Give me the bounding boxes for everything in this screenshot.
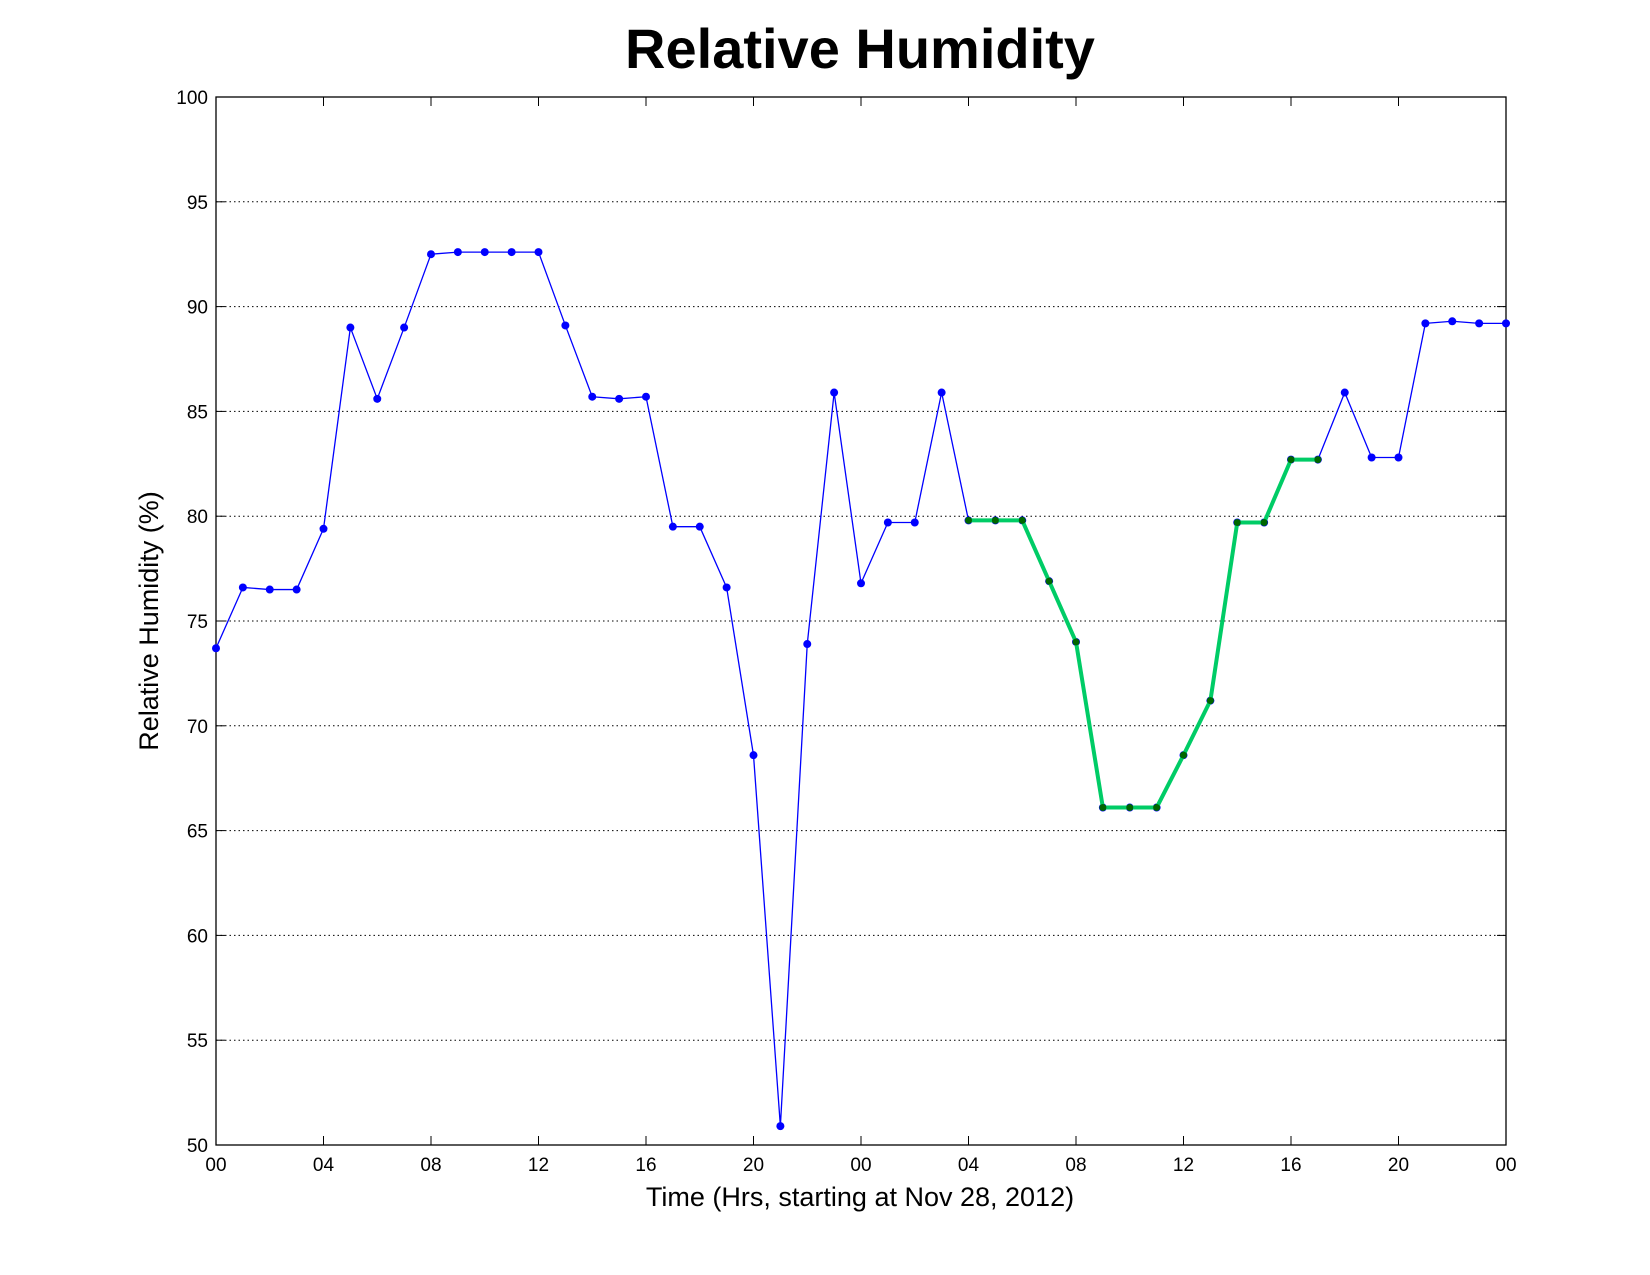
y-tick-label: 75 <box>187 612 208 633</box>
y-tick-label: 50 <box>187 1136 208 1157</box>
x-tick-label: 04 <box>958 1155 980 1176</box>
y-tick-label: 90 <box>187 298 208 319</box>
series-1-point <box>642 392 650 401</box>
series-1-point <box>1502 319 1510 328</box>
series-1-point <box>830 388 839 397</box>
series-1-line <box>215 251 1506 1127</box>
series-2-point <box>1099 804 1107 812</box>
series-1-point <box>1421 319 1430 328</box>
series-1-point <box>1448 317 1457 326</box>
series-1-point <box>615 394 624 403</box>
series-1-point <box>238 583 247 592</box>
y-tick-label: 60 <box>187 926 208 947</box>
series-2-point <box>1045 577 1053 585</box>
axis-ticks: 50 55 60 65 70 75 80 85 90 95 100 00 04 08 12 16 20 00 04 0… <box>176 88 1516 1176</box>
series-2-point <box>1233 518 1241 526</box>
series-1-point <box>1340 388 1349 397</box>
gridlines <box>216 201 1506 1041</box>
x-tick-label: 20 <box>743 1155 764 1176</box>
y-tick-label: 85 <box>187 402 208 423</box>
series-1-point <box>292 585 301 594</box>
series-1-point <box>803 640 812 649</box>
y-tick-label: 95 <box>187 193 208 214</box>
series-1-point <box>561 321 570 330</box>
x-tick-label: 00 <box>205 1155 226 1176</box>
series-1-point <box>1367 453 1376 462</box>
series-1-point <box>722 583 731 592</box>
x-tick-label: 00 <box>850 1155 871 1176</box>
y-tick-label: 100 <box>176 88 208 109</box>
series-2-line <box>968 457 1318 810</box>
series-1-point <box>668 522 677 531</box>
series-1-point <box>588 392 597 401</box>
series-2-point <box>1260 518 1268 526</box>
x-tick-label: 12 <box>1173 1155 1194 1176</box>
chart-title: Relative Humidity <box>625 17 1095 80</box>
series-1-point <box>695 522 704 531</box>
series-1-point <box>1394 453 1403 462</box>
series-2-point <box>1314 456 1322 464</box>
x-tick-label: 08 <box>420 1155 441 1176</box>
series-1-point <box>427 250 435 259</box>
series-1-point <box>319 524 328 533</box>
series-1-point <box>400 323 409 332</box>
data-series <box>212 248 1510 1131</box>
y-tick-label: 70 <box>187 717 208 738</box>
series-2-point <box>1126 804 1134 812</box>
x-tick-label: 04 <box>313 1155 335 1176</box>
x-tick-label: 16 <box>1280 1155 1301 1176</box>
x-axis-label: Time (Hrs, starting at Nov 28, 2012) <box>646 1182 1074 1212</box>
series-2-point <box>1153 804 1161 812</box>
series-2-point <box>1180 751 1187 759</box>
series-1-point <box>937 388 946 397</box>
series-2-point <box>965 516 972 524</box>
series-1-point <box>212 644 220 653</box>
x-tick-label: 20 <box>1388 1155 1409 1176</box>
x-tick-label: 16 <box>635 1155 656 1176</box>
y-tick-label: 55 <box>187 1031 208 1052</box>
series-1-point <box>776 1122 785 1131</box>
y-tick-label: 80 <box>187 507 208 528</box>
series-1-point <box>1475 319 1484 328</box>
x-tick-label: 00 <box>1495 1155 1516 1176</box>
series-2-point <box>1206 697 1214 705</box>
y-axis-label: Relative Humidity (%) <box>134 491 164 751</box>
series-1-point <box>507 248 516 257</box>
series-1-point <box>910 518 919 527</box>
series-1-point <box>346 323 355 332</box>
series-2-point <box>1072 638 1080 646</box>
x-tick-label: 08 <box>1065 1155 1086 1176</box>
series-2-point <box>1018 516 1026 524</box>
series-1-point <box>749 751 758 760</box>
series-1-point <box>857 579 865 588</box>
series-1-point <box>453 248 462 257</box>
x-tick-label: 12 <box>528 1155 549 1176</box>
series-2-point <box>1287 456 1295 464</box>
series-1-point <box>265 585 274 594</box>
y-tick-label: 65 <box>187 822 208 843</box>
series-1-point <box>373 394 382 403</box>
series-1-point <box>883 518 892 527</box>
series-1-point <box>480 248 489 257</box>
series-1-point <box>534 248 543 257</box>
series-2-point <box>991 516 999 524</box>
